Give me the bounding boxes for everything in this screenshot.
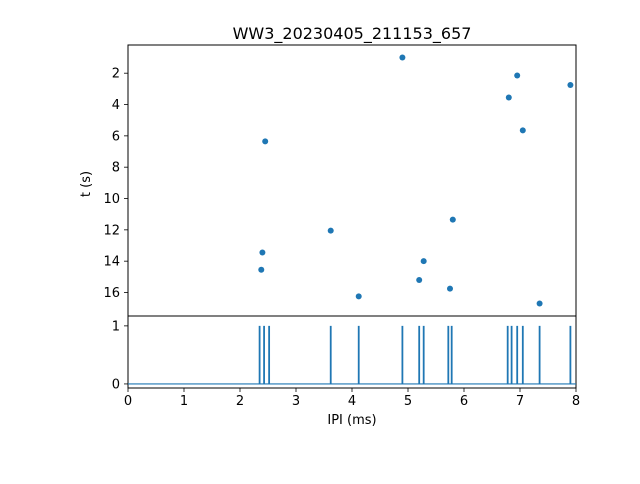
x-tick-label: 5: [404, 394, 412, 409]
scatter-point: [449, 216, 456, 223]
x-axis-label: IPI (ms): [327, 413, 376, 428]
scatter-point: [514, 72, 521, 79]
raster-y-tick-label: 1: [112, 319, 120, 334]
y-tick-label: 10: [103, 192, 120, 207]
scatter-point: [519, 127, 526, 134]
scatter-point: [420, 258, 427, 265]
x-tick-label: 8: [572, 394, 580, 409]
scatter-point: [258, 266, 265, 273]
y-tick-label: 8: [112, 161, 120, 176]
chart-title: WW3_20230405_211153_657: [233, 24, 472, 44]
x-tick-label: 7: [516, 394, 524, 409]
y-axis-label: t (s): [79, 171, 94, 197]
scatter-point: [416, 276, 423, 283]
y-tick-label: 16: [103, 286, 120, 301]
y-tick-label: 12: [103, 223, 120, 238]
scatter-point: [447, 285, 453, 292]
y-tick-label: 14: [103, 255, 120, 270]
scatter-point: [355, 293, 362, 300]
raster-y-tick-label: 0: [112, 377, 120, 392]
x-tick-label: 0: [124, 394, 132, 409]
scatter-point: [505, 94, 512, 101]
x-tick-label: 1: [180, 394, 188, 409]
x-tick-label: 6: [460, 394, 468, 409]
scatter-point: [262, 138, 269, 145]
scatter-point: [536, 300, 543, 307]
x-tick-label: 2: [236, 394, 244, 409]
scatter-point: [567, 81, 574, 88]
scatter-point: [327, 227, 334, 234]
y-tick-label: 2: [112, 67, 120, 82]
y-tick-label: 6: [112, 129, 120, 144]
y-tick-label: 4: [112, 98, 120, 113]
x-tick-label: 3: [292, 394, 300, 409]
scatter-point: [399, 54, 406, 61]
scatter-axes-frame: [127, 44, 577, 317]
x-tick-label: 4: [348, 394, 356, 409]
raster-axes-frame: [127, 315, 577, 389]
scatter-point: [259, 249, 266, 256]
